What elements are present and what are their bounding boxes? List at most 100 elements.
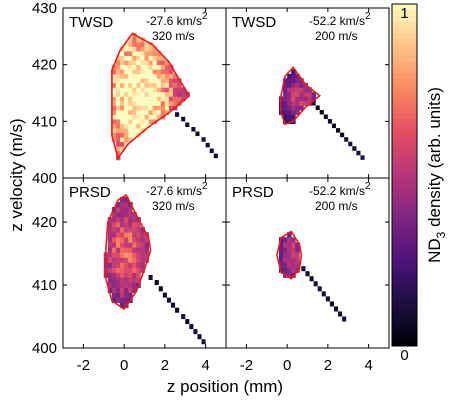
density-pixel [156, 55, 162, 61]
density-pixel [111, 267, 117, 273]
density-pixel [120, 91, 125, 97]
density-pixel [132, 282, 137, 288]
density-pixel [136, 257, 141, 263]
density-pixel [144, 60, 149, 66]
density-pixel [120, 267, 125, 273]
density-pixel [124, 242, 129, 248]
density-pixel [152, 78, 158, 84]
density-pixel [144, 100, 149, 106]
density-pixel [152, 100, 158, 106]
tail-pixel [181, 314, 186, 320]
x-tick-label: -2 [240, 357, 253, 374]
density-pixel [144, 237, 149, 243]
density-pixel [107, 247, 113, 253]
density-pixel [128, 252, 133, 258]
density-pixel [160, 55, 166, 61]
density-pixel [132, 69, 137, 75]
density-pixel [173, 78, 178, 84]
density-pixel [307, 91, 312, 97]
colorbar-tick-min: 0 [400, 347, 408, 364]
colorbar-step [392, 197, 417, 204]
density-pixel [287, 96, 292, 102]
x-tick-label: 0 [283, 357, 291, 374]
density-pixel [152, 105, 158, 111]
density-pixel [287, 91, 292, 97]
colorbar-step [392, 152, 417, 159]
density-pixel [124, 252, 129, 258]
density-pixel [128, 51, 133, 56]
density-pixel [136, 42, 141, 47]
density-pixel [132, 78, 137, 84]
density-pixel [160, 87, 166, 93]
density-pixel [132, 37, 137, 43]
density-pixel [156, 64, 162, 70]
density-pixel [107, 242, 113, 248]
colorbar-step [392, 38, 417, 45]
density-pixel [140, 87, 145, 93]
acceptance-contour [276, 230, 303, 280]
density-pixel [128, 87, 133, 93]
colorbar-step [392, 283, 417, 290]
density-pixel [111, 257, 117, 263]
density-pixel [132, 82, 137, 88]
density-pixel [299, 87, 304, 93]
density-pixel [111, 137, 117, 143]
density-pixel [173, 96, 178, 102]
density-pixel [136, 100, 141, 106]
density-pixel [120, 227, 125, 233]
colorbar-step [392, 249, 417, 256]
density-pixel [148, 82, 154, 88]
density-pixel [156, 73, 162, 79]
density-pixel [283, 237, 288, 243]
colorbar-step [392, 157, 417, 165]
density-pixel [164, 69, 170, 75]
density-pixel [111, 82, 117, 88]
density-pixel [115, 150, 121, 156]
panel-method-label: TWSD [232, 14, 276, 31]
density-pixel [111, 119, 117, 124]
density-pixel [307, 96, 312, 102]
colorbar-tick-max: 1 [400, 5, 408, 22]
colorbar-step [392, 220, 417, 227]
density-pixel [124, 277, 129, 283]
density-pixel [311, 91, 317, 97]
density-pixel [152, 64, 158, 70]
density-pixel [152, 87, 158, 93]
colorbar-step [392, 140, 417, 147]
density-pixel [140, 91, 145, 97]
density-pixel [148, 51, 154, 56]
tail-pixel [185, 122, 190, 127]
density-pixel [140, 114, 145, 120]
density-pixel [160, 96, 166, 102]
density-pixel [164, 78, 170, 84]
density-pixel [164, 64, 170, 70]
density-pixel [168, 73, 174, 79]
density-pixel [140, 100, 145, 106]
density-pixel [124, 64, 129, 70]
density-pixel [124, 247, 129, 253]
density-pixel [124, 110, 129, 115]
colorbar-step [392, 260, 417, 267]
density-pixel [291, 242, 296, 248]
density-pixel [136, 252, 141, 258]
density-pixel [287, 105, 292, 111]
density-pixel [283, 91, 288, 97]
density-pixel [136, 87, 141, 93]
density-pixel [124, 82, 129, 88]
density-pixel [173, 91, 178, 97]
density-pixel [152, 60, 158, 66]
density-pixel [111, 132, 117, 138]
density-pixel [295, 100, 300, 106]
density-pixel [124, 297, 129, 304]
colorbar-step [392, 294, 417, 301]
density-pixel [278, 247, 284, 253]
density-pixel [128, 128, 133, 134]
density-pixel [164, 82, 170, 88]
tail-pixel [340, 132, 345, 138]
tail-pixel [195, 131, 200, 137]
density-pixel [152, 51, 158, 56]
tail-pixel [201, 339, 206, 345]
density-pixel [111, 252, 117, 258]
colorbar-step [392, 146, 417, 153]
tail-pixel [333, 306, 339, 312]
